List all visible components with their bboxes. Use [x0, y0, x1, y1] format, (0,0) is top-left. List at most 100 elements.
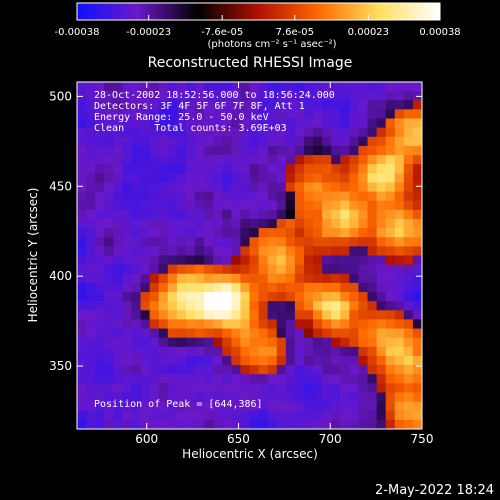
heatmap-cell	[77, 301, 87, 311]
heatmap-cell	[131, 410, 142, 421]
heatmap-cell	[294, 100, 305, 110]
heatmap-cell	[204, 292, 214, 302]
heatmap-cell	[204, 136, 214, 147]
heatmap-cell	[213, 292, 223, 302]
heatmap-cell	[195, 127, 205, 138]
heatmap-cell	[158, 346, 169, 357]
heatmap-cell	[240, 419, 251, 429]
heatmap-cell	[213, 273, 223, 284]
heatmap-cell	[113, 200, 123, 211]
heatmap-cell	[131, 145, 142, 156]
heatmap-cell	[158, 401, 169, 412]
heatmap-cell	[176, 337, 187, 348]
heatmap-cell	[276, 264, 287, 275]
heatmap-cell	[267, 264, 278, 275]
x-axis-label: Heliocentric X (arcsec)	[182, 447, 318, 461]
heatmap-cell	[77, 346, 87, 357]
heatmap-cell	[303, 383, 314, 394]
heatmap-cell	[104, 164, 114, 174]
heatmap-cell	[185, 365, 196, 375]
heatmap-cell	[331, 182, 341, 193]
heatmap-cell	[213, 392, 223, 403]
heatmap-cell	[149, 355, 160, 366]
heatmap-cell	[358, 392, 369, 403]
heatmap-cell	[204, 218, 214, 229]
heatmap-cell	[294, 410, 305, 421]
heatmap-cell	[276, 301, 287, 311]
heatmap-cell	[303, 292, 314, 302]
heatmap-cell	[276, 218, 287, 229]
heatmap-cell	[95, 127, 105, 138]
heatmap-cell	[222, 346, 232, 357]
heatmap-cell	[140, 82, 151, 92]
heatmap-cell	[294, 173, 305, 184]
heatmap-cell	[231, 255, 242, 266]
heatmap-cell	[285, 419, 296, 429]
heatmap-cell	[213, 410, 223, 421]
heatmap-cell	[104, 127, 114, 138]
heatmap-cell	[167, 355, 178, 366]
heatmap-cell	[367, 310, 378, 321]
heatmap-cell	[104, 237, 114, 247]
heatmap-cell	[340, 419, 350, 429]
heatmap-cell	[149, 383, 160, 394]
heatmap-cell	[122, 127, 133, 138]
heatmap-cell	[195, 328, 205, 339]
heatmap-cell	[113, 218, 123, 229]
heatmap-cell	[267, 355, 278, 366]
heatmap-cell	[340, 282, 350, 293]
heatmap-cell	[167, 273, 178, 284]
heatmap-cell	[394, 410, 405, 421]
heatmap-cell	[86, 82, 96, 92]
heatmap-cell	[213, 419, 223, 429]
heatmap-cell	[176, 191, 187, 202]
heatmap-cell	[222, 383, 232, 394]
heatmap-cell	[240, 191, 251, 202]
heatmap-cell	[367, 273, 378, 284]
heatmap-cell	[167, 301, 178, 311]
heatmap-cell	[131, 164, 142, 174]
heatmap-cell	[385, 319, 396, 330]
heatmap-cell	[331, 136, 341, 147]
heatmap-cell	[385, 310, 396, 321]
annotation-block: 28-Oct-2002 18:52:56.000 to 18:56:24.000…	[94, 90, 335, 134]
heatmap-cell	[358, 218, 369, 229]
heatmap-cell	[185, 164, 196, 174]
heatmap-cell	[204, 164, 214, 174]
heatmap-cell	[367, 410, 378, 421]
heatmap-cell	[267, 246, 278, 257]
heatmap-cell	[240, 246, 251, 257]
heatmap-cell	[222, 82, 232, 92]
heatmap-cell	[285, 292, 296, 302]
heatmap-cell	[322, 155, 332, 165]
heatmap-cell	[331, 301, 341, 311]
heatmap-cell	[403, 383, 414, 394]
colorbar-ticks: -0.00038 -0.00023 -7.6e-05 7.6e-05 0.00023 0.…	[55, 15, 461, 38]
heatmap-cell	[249, 337, 260, 348]
heatmap-cell	[213, 218, 223, 229]
heatmap-cell	[113, 118, 123, 129]
heatmap-cell	[412, 419, 422, 429]
heatmap-cell	[322, 218, 332, 229]
x-tick-label: 750	[411, 432, 434, 446]
heatmap-cell	[394, 383, 405, 394]
heatmap-cell	[258, 337, 269, 348]
heatmap-cell	[195, 109, 205, 120]
heatmap-cell	[358, 264, 369, 275]
heatmap-cell	[158, 100, 169, 110]
heatmap-cell	[412, 200, 422, 211]
heatmap-cell	[303, 191, 314, 202]
heatmap-cell	[176, 328, 187, 339]
heatmap-cell	[158, 383, 169, 394]
heatmap-cell	[313, 273, 323, 284]
heatmap-cell	[331, 401, 341, 412]
heatmap-cell	[285, 164, 296, 174]
heatmap-cell	[95, 282, 105, 293]
heatmap-cell	[95, 209, 105, 220]
heatmap-cell	[358, 410, 369, 421]
heatmap-cell	[231, 155, 242, 165]
heatmap-cell	[276, 164, 287, 174]
heatmap-cell	[385, 91, 396, 101]
heatmap-cell	[77, 127, 87, 138]
heatmap-cell	[249, 264, 260, 275]
